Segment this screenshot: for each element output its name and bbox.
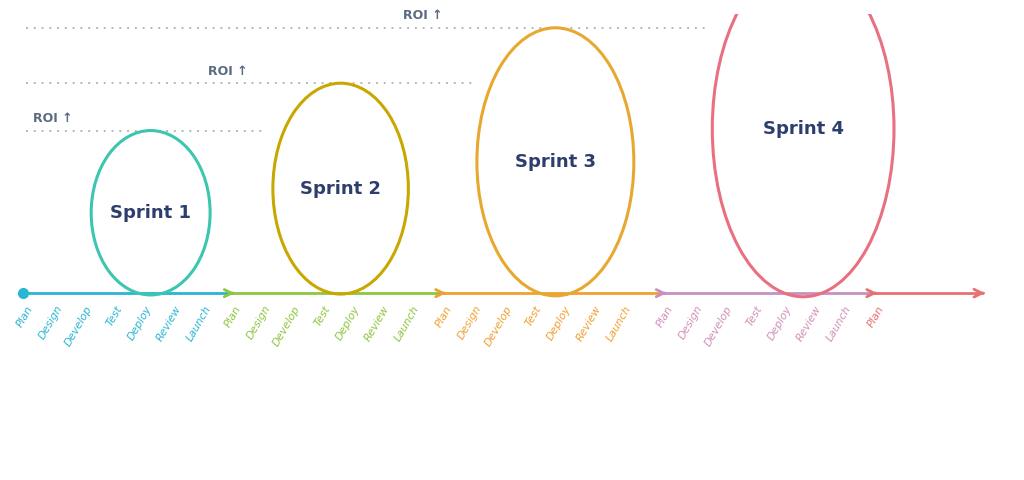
Text: Develop: Develop bbox=[271, 304, 302, 348]
Text: Deploy: Deploy bbox=[334, 304, 361, 342]
Text: Plan: Plan bbox=[654, 304, 675, 329]
Text: Launch: Launch bbox=[604, 304, 633, 343]
Text: Sprint 1: Sprint 1 bbox=[111, 204, 191, 222]
Text: Launch: Launch bbox=[824, 304, 853, 343]
Text: Design: Design bbox=[677, 304, 705, 341]
Text: Design: Design bbox=[245, 304, 272, 341]
Text: Review: Review bbox=[155, 304, 183, 343]
Text: Deploy: Deploy bbox=[126, 304, 154, 342]
Text: Design: Design bbox=[37, 304, 65, 341]
Text: ROI ↑: ROI ↑ bbox=[402, 10, 442, 23]
Text: ROI ↑: ROI ↑ bbox=[209, 65, 248, 78]
Text: Review: Review bbox=[795, 304, 823, 343]
Text: Plan: Plan bbox=[222, 304, 243, 329]
Text: Deploy: Deploy bbox=[766, 304, 794, 342]
Text: Plan: Plan bbox=[14, 304, 35, 329]
Text: Review: Review bbox=[574, 304, 603, 343]
Text: Plan: Plan bbox=[866, 304, 886, 329]
Text: Review: Review bbox=[364, 304, 391, 343]
Text: Test: Test bbox=[744, 304, 764, 328]
Text: Test: Test bbox=[104, 304, 124, 328]
Text: Launch: Launch bbox=[184, 304, 213, 343]
Text: Develop: Develop bbox=[703, 304, 734, 348]
Text: Sprint 4: Sprint 4 bbox=[763, 120, 844, 138]
Text: ROI ↑: ROI ↑ bbox=[33, 112, 72, 125]
Text: Plan: Plan bbox=[434, 304, 455, 329]
Text: Test: Test bbox=[523, 304, 544, 328]
Text: Launch: Launch bbox=[393, 304, 421, 343]
Text: Sprint 3: Sprint 3 bbox=[515, 153, 596, 171]
Text: Design: Design bbox=[457, 304, 484, 341]
Text: Sprint 2: Sprint 2 bbox=[300, 180, 381, 198]
Text: Develop: Develop bbox=[63, 304, 94, 348]
Text: Test: Test bbox=[312, 304, 332, 328]
Text: Develop: Develop bbox=[482, 304, 514, 348]
Text: Deploy: Deploy bbox=[546, 304, 573, 342]
